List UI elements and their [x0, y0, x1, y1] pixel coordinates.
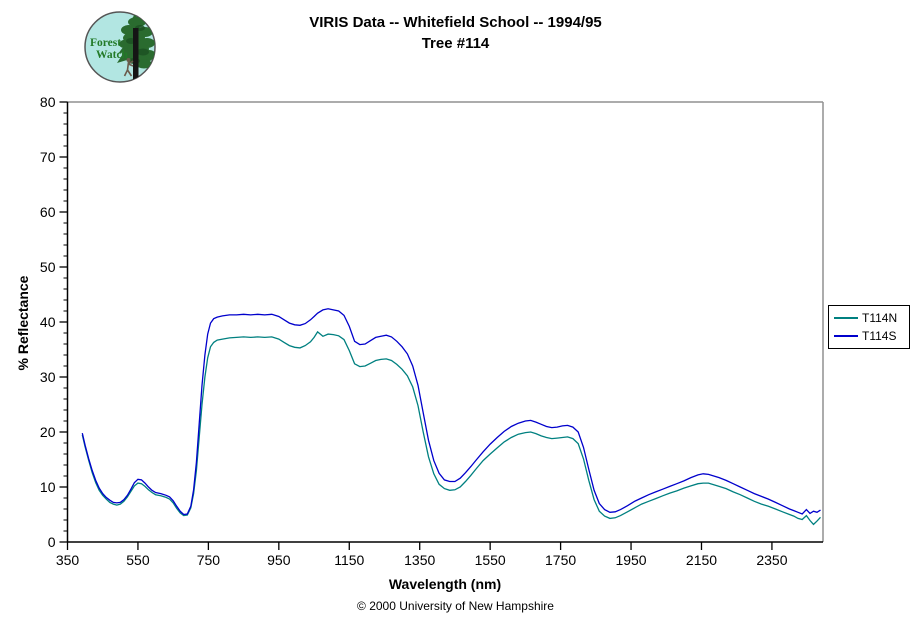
chart-title-line2: Tree #114 — [421, 35, 490, 52]
svg-text:1350: 1350 — [404, 552, 435, 568]
legend-label-t114n: T114N — [862, 310, 898, 325]
legend-label-t114s: T114S — [862, 329, 897, 344]
svg-text:80: 80 — [40, 94, 56, 110]
svg-text:2150: 2150 — [686, 552, 717, 568]
svg-text:50: 50 — [40, 259, 56, 275]
copyright-text: © 2000 University of New Hampshire — [357, 599, 554, 613]
climber-figure-icon — [123, 58, 134, 77]
logo-text-watch: Watch — [96, 49, 129, 61]
svg-text:350: 350 — [56, 552, 80, 568]
svg-text:1950: 1950 — [615, 552, 646, 568]
series-line-t114s — [81, 308, 821, 516]
forest-watch-logo: Forest Watch — [84, 11, 156, 83]
svg-text:950: 950 — [267, 552, 291, 568]
x-axis-title: Wavelength (nm) — [388, 576, 502, 592]
logo-text-forest: Forest — [90, 37, 121, 49]
chart-title: VIRIS Data -- Whitefield School -- 1994/… — [0, 12, 911, 54]
svg-text:0: 0 — [48, 534, 56, 550]
y-axis-title: % Reflectance — [15, 275, 31, 371]
legend-item-t114s: T114S — [829, 329, 909, 343]
svg-text:40: 40 — [40, 314, 56, 330]
series-line-t114n — [81, 330, 821, 526]
svg-text:550: 550 — [126, 552, 150, 568]
svg-text:30: 30 — [40, 369, 56, 385]
svg-text:1550: 1550 — [475, 552, 506, 568]
legend-item-t114n: T114N — [829, 311, 909, 325]
svg-text:10: 10 — [40, 479, 56, 495]
svg-text:750: 750 — [197, 552, 221, 568]
svg-text:2350: 2350 — [756, 552, 787, 568]
legend: T114N T114S — [828, 305, 910, 349]
svg-text:20: 20 — [40, 424, 56, 440]
logo-tree-icon — [117, 12, 155, 80]
svg-text:1150: 1150 — [334, 552, 364, 568]
svg-text:70: 70 — [40, 149, 56, 165]
svg-text:60: 60 — [40, 204, 56, 220]
legend-line-sample-t114n — [834, 316, 858, 319]
svg-text:1750: 1750 — [545, 552, 576, 568]
chart-title-line1: VIRIS Data -- Whitefield School -- 1994/… — [309, 14, 602, 31]
legend-line-sample-t114s — [834, 335, 858, 338]
